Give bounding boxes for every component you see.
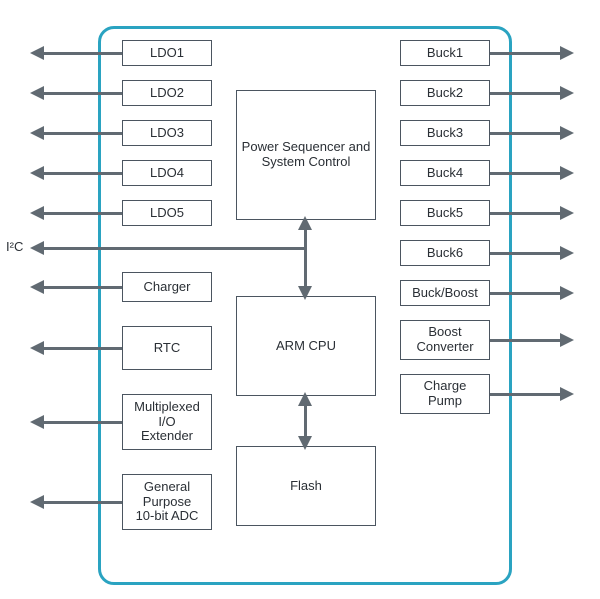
right-arrow-1-head [560, 86, 574, 100]
right-block-buck6-label: Buck6 [427, 246, 463, 261]
right-block-boost: Boost Converter [400, 320, 490, 360]
left-block-ldo4: LDO4 [122, 160, 212, 186]
left-arrow-4-line [42, 212, 122, 215]
center-block-cpu: ARM CPU [236, 296, 376, 396]
i2c-label: I²C [6, 239, 23, 254]
right-block-buck3-label: Buck3 [427, 126, 463, 141]
right-block-buck3: Buck3 [400, 120, 490, 146]
left-block-ldo3-label: LDO3 [150, 126, 184, 141]
left-block-rtc: RTC [122, 326, 212, 370]
left-block-ldo1-label: LDO1 [150, 46, 184, 61]
left-arrow-8-head [30, 495, 44, 509]
left-arrow-2-line [42, 132, 122, 135]
right-block-buck1: Buck1 [400, 40, 490, 66]
center-block-cpu-label: ARM CPU [276, 339, 336, 354]
right-arrow-2-line [490, 132, 562, 135]
right-arrow-1-line [490, 92, 562, 95]
left-block-mux: Multiplexed I/O Extender [122, 394, 212, 450]
right-block-buck5-label: Buck5 [427, 206, 463, 221]
left-block-mux-label: Multiplexed I/O Extender [134, 400, 200, 445]
left-arrow-6-head [30, 341, 44, 355]
left-arrow-4-head [30, 206, 44, 220]
vconn-0-head-down [298, 286, 312, 300]
right-arrow-6-line [490, 292, 562, 295]
left-block-ldo1: LDO1 [122, 40, 212, 66]
right-block-buck2-label: Buck2 [427, 86, 463, 101]
left-arrow-3-line [42, 172, 122, 175]
right-block-buck5: Buck5 [400, 200, 490, 226]
right-arrow-4-line [490, 212, 562, 215]
left-arrow-7-head [30, 415, 44, 429]
left-block-ldo2: LDO2 [122, 80, 212, 106]
right-block-bb: Buck/Boost [400, 280, 490, 306]
right-arrow-5-head [560, 246, 574, 260]
vconn-1-head-down [298, 436, 312, 450]
right-arrow-3-line [490, 172, 562, 175]
i2c-line [42, 247, 307, 250]
vconn-0-line [304, 228, 307, 288]
left-arrow-6-line [42, 347, 122, 350]
vconn-0-head-up [298, 216, 312, 230]
right-block-buck2: Buck2 [400, 80, 490, 106]
left-arrow-1-line [42, 92, 122, 95]
right-arrow-2-head [560, 126, 574, 140]
right-arrow-7-head [560, 333, 574, 347]
left-arrow-0-line [42, 52, 122, 55]
left-block-adc-label: General Purpose 10-bit ADC [136, 480, 199, 525]
left-block-ldo3: LDO3 [122, 120, 212, 146]
right-block-buck1-label: Buck1 [427, 46, 463, 61]
left-block-ldo4-label: LDO4 [150, 166, 184, 181]
center-block-flash: Flash [236, 446, 376, 526]
left-arrow-0-head [30, 46, 44, 60]
center-block-flash-label: Flash [290, 479, 322, 494]
right-arrow-3-head [560, 166, 574, 180]
left-arrow-5-line [42, 286, 122, 289]
left-block-adc: General Purpose 10-bit ADC [122, 474, 212, 530]
vconn-1-line [304, 404, 307, 438]
left-block-charger: Charger [122, 272, 212, 302]
left-arrow-2-head [30, 126, 44, 140]
left-block-ldo2-label: LDO2 [150, 86, 184, 101]
right-block-cpump: Charge Pump [400, 374, 490, 414]
left-arrow-1-head [30, 86, 44, 100]
left-arrow-8-line [42, 501, 122, 504]
i2c-arrowhead [30, 241, 44, 255]
right-block-buck6: Buck6 [400, 240, 490, 266]
right-arrow-8-line [490, 393, 562, 396]
right-block-boost-label: Boost Converter [416, 325, 473, 355]
right-arrow-8-head [560, 387, 574, 401]
left-block-charger-label: Charger [144, 280, 191, 295]
left-arrow-5-head [30, 280, 44, 294]
vconn-1-head-up [298, 392, 312, 406]
right-arrow-0-head [560, 46, 574, 60]
center-block-psc-label: Power Sequencer and System Control [242, 140, 371, 170]
right-arrow-6-head [560, 286, 574, 300]
center-block-psc: Power Sequencer and System Control [236, 90, 376, 220]
right-arrow-4-head [560, 206, 574, 220]
right-arrow-7-line [490, 339, 562, 342]
left-arrow-7-line [42, 421, 122, 424]
right-arrow-5-line [490, 252, 562, 255]
right-block-bb-label: Buck/Boost [412, 286, 478, 301]
right-block-cpump-label: Charge Pump [424, 379, 467, 409]
right-block-buck4-label: Buck4 [427, 166, 463, 181]
left-block-rtc-label: RTC [154, 341, 180, 356]
right-block-buck4: Buck4 [400, 160, 490, 186]
left-block-ldo5-label: LDO5 [150, 206, 184, 221]
left-arrow-3-head [30, 166, 44, 180]
left-block-ldo5: LDO5 [122, 200, 212, 226]
right-arrow-0-line [490, 52, 562, 55]
